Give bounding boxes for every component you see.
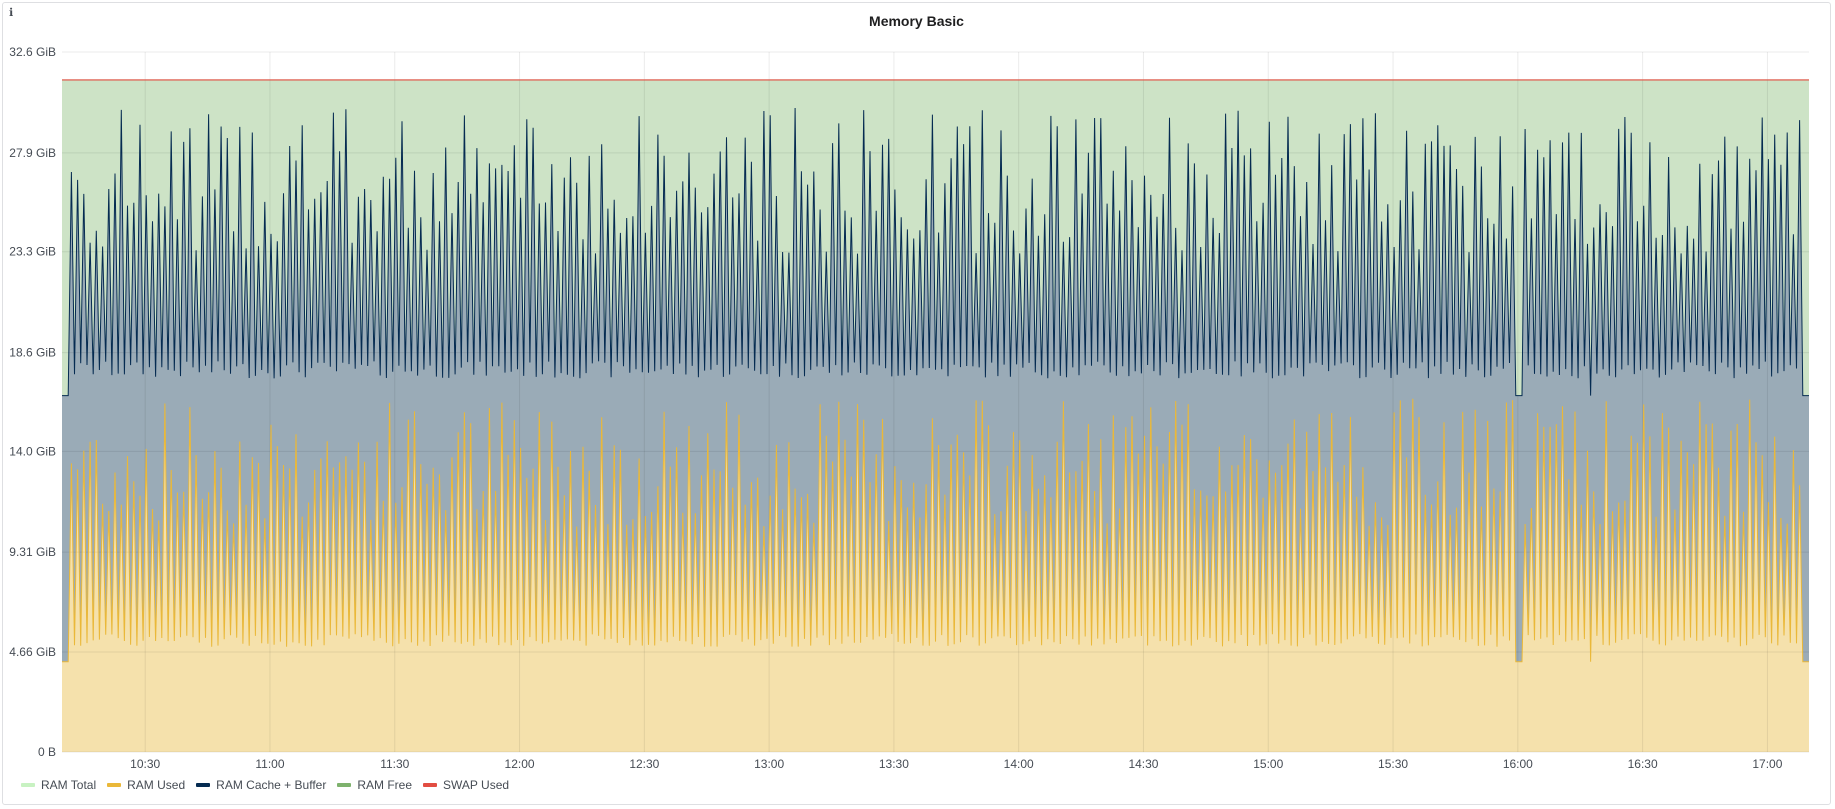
x-tick-label: 15:00 bbox=[1253, 757, 1283, 771]
x-tick-label: 13:00 bbox=[754, 757, 784, 771]
x-tick-label: 13:30 bbox=[879, 757, 909, 771]
legend-swatch bbox=[107, 783, 121, 787]
legend-item-swap-used[interactable]: SWAP Used bbox=[423, 778, 509, 792]
x-tick-label: 14:30 bbox=[1128, 757, 1158, 771]
x-tick-label: 11:00 bbox=[255, 757, 284, 771]
legend-item-ram-cache-buffer[interactable]: RAM Cache + Buffer bbox=[196, 778, 326, 792]
x-tick-label: 12:00 bbox=[505, 757, 535, 771]
y-tick-label: 9.31 GiB bbox=[9, 545, 56, 559]
y-tick-label: 23.3 GiB bbox=[9, 245, 56, 259]
x-tick-label: 11:30 bbox=[380, 757, 409, 771]
y-tick-label: 0 B bbox=[38, 745, 56, 759]
legend-item-ram-total[interactable]: RAM Total bbox=[21, 778, 96, 792]
legend: RAM Total RAM Used RAM Cache + Buffer RA… bbox=[21, 778, 509, 792]
x-tick-label: 16:00 bbox=[1503, 757, 1533, 771]
legend-label: RAM Cache + Buffer bbox=[216, 778, 326, 792]
legend-swatch bbox=[423, 783, 437, 787]
y-tick-label: 4.66 GiB bbox=[9, 645, 56, 659]
y-tick-label: 18.6 GiB bbox=[9, 346, 56, 360]
legend-swatch bbox=[337, 783, 351, 787]
x-tick-label: 17:00 bbox=[1752, 757, 1782, 771]
x-tick-label: 16:30 bbox=[1628, 757, 1658, 771]
legend-swatch bbox=[21, 783, 35, 787]
legend-label: RAM Total bbox=[41, 778, 96, 792]
x-tick-label: 10:30 bbox=[130, 757, 160, 771]
legend-label: SWAP Used bbox=[443, 778, 509, 792]
legend-item-ram-used[interactable]: RAM Used bbox=[107, 778, 185, 792]
legend-label: RAM Free bbox=[357, 778, 412, 792]
y-tick-label: 14.0 GiB bbox=[9, 444, 56, 458]
legend-swatch bbox=[196, 783, 210, 787]
x-tick-label: 14:00 bbox=[1004, 757, 1034, 771]
x-tick-label: 15:30 bbox=[1378, 757, 1408, 771]
x-tick-label: 12:30 bbox=[629, 757, 659, 771]
legend-item-ram-free[interactable]: RAM Free bbox=[337, 778, 412, 792]
legend-label: RAM Used bbox=[127, 778, 185, 792]
y-tick-label: 27.9 GiB bbox=[9, 146, 56, 160]
y-tick-label: 32.6 GiB bbox=[9, 45, 56, 59]
